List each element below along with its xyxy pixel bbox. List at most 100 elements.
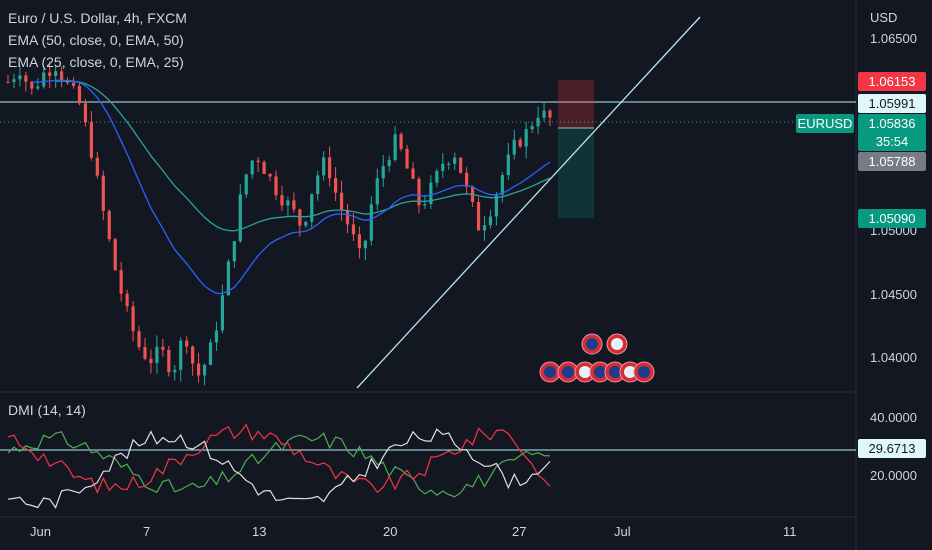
price-tick-2: 1.04500	[870, 287, 917, 302]
candle-body	[488, 216, 493, 226]
price-tag-last: 1.05836	[858, 114, 926, 133]
price-tick-3: 1.04000	[870, 350, 917, 365]
candle-body	[83, 103, 88, 123]
candle-body	[339, 192, 344, 210]
dmi-legend[interactable]: DMI (14, 14)	[8, 402, 86, 418]
candle-body	[137, 331, 141, 347]
candle-body	[268, 174, 272, 177]
candle-body	[453, 157, 457, 164]
candle-body	[298, 209, 302, 226]
economic-event-flag	[611, 338, 623, 350]
candle-body	[149, 358, 153, 364]
candle-body	[310, 194, 314, 222]
candle-body	[208, 342, 213, 365]
di-minus-line	[7, 423, 551, 494]
economic-event-flag	[624, 366, 636, 378]
candle-body	[250, 160, 254, 175]
candle-body	[387, 159, 391, 166]
x-tick-7: 7	[143, 524, 151, 539]
candle-body	[42, 72, 46, 87]
price-tag-target: 1.05090	[858, 209, 926, 228]
candle-body	[226, 261, 230, 296]
candle-body	[292, 200, 296, 210]
candle-body	[441, 163, 445, 171]
candle-body	[256, 160, 260, 163]
candle-body	[393, 134, 397, 160]
candle-body	[167, 349, 171, 373]
candle-body	[262, 162, 266, 175]
candle-body	[536, 117, 540, 127]
candle-body	[119, 270, 123, 294]
candle-body	[30, 81, 34, 89]
candle-body	[328, 157, 332, 179]
candle-body	[304, 221, 308, 226]
candle-body	[518, 139, 522, 147]
ascending-trendline	[356, 16, 701, 389]
candle-body	[185, 340, 189, 347]
economic-event-flag	[594, 366, 606, 378]
candle-body	[191, 346, 195, 364]
economic-event-flag	[609, 366, 621, 378]
candle-body	[6, 81, 10, 83]
adx-line	[7, 428, 551, 509]
x-tick-11: 11	[783, 524, 797, 539]
take-profit-zone	[558, 128, 594, 218]
candle-body	[357, 234, 362, 249]
candle-body	[101, 175, 105, 211]
candle-body	[95, 157, 99, 176]
candle-body	[280, 195, 284, 206]
candle-body	[429, 182, 433, 205]
x-tick-jun: Jun	[30, 524, 51, 539]
candle-body	[482, 225, 487, 231]
candle-body	[173, 369, 177, 373]
candle-body	[131, 306, 135, 332]
candle-body	[244, 174, 248, 195]
candle-body	[405, 148, 409, 169]
candle-body	[24, 75, 28, 82]
symbol-tag: EURUSD	[796, 114, 854, 133]
candle-body	[369, 204, 373, 241]
candle-body	[375, 178, 379, 205]
candle-body	[423, 204, 427, 206]
candle-body	[220, 295, 225, 331]
ema50-legend[interactable]: EMA (50, close, 0, EMA, 50)	[8, 32, 184, 48]
candle-body	[214, 330, 219, 343]
candle-body	[48, 72, 52, 76]
ema50-line	[55, 80, 551, 232]
dmi-level-tag: 29.6713	[858, 439, 926, 458]
x-tick-jul: Jul	[614, 524, 631, 539]
ema25-line	[31, 79, 551, 295]
candle-body	[512, 139, 516, 155]
candle-body	[411, 168, 415, 179]
candle-body	[476, 202, 481, 231]
candle-body	[60, 71, 64, 81]
candle-body	[345, 209, 350, 225]
candle-body	[77, 85, 82, 104]
price-tag-high: 1.06153	[858, 72, 926, 91]
candle-body	[351, 224, 356, 235]
dmi-tick-1: 20.0000	[870, 468, 917, 483]
economic-event-flag	[586, 338, 598, 350]
economic-event-flag	[579, 366, 591, 378]
candle-body	[202, 364, 207, 376]
candle-body	[542, 110, 546, 118]
candle-body	[459, 157, 463, 173]
candle-body	[286, 200, 290, 206]
candle-body	[322, 157, 326, 176]
di-plus-line	[7, 431, 551, 498]
price-tick-0: 1.06500	[870, 31, 917, 46]
ema25-legend[interactable]: EMA (25, close, 0, EMA, 25)	[8, 54, 184, 70]
economic-event-flag	[638, 366, 650, 378]
candle-body	[125, 293, 129, 307]
candle-body	[36, 86, 40, 89]
candle-body	[113, 239, 117, 271]
currency-label: USD	[870, 10, 898, 25]
countdown-tag: 35:54	[858, 132, 926, 151]
candle-body	[500, 175, 504, 195]
candle-body	[363, 240, 367, 249]
candle-body	[18, 75, 22, 80]
stop-loss-zone	[558, 80, 594, 128]
x-tick-20: 20	[383, 524, 398, 539]
candle-body	[232, 241, 236, 262]
